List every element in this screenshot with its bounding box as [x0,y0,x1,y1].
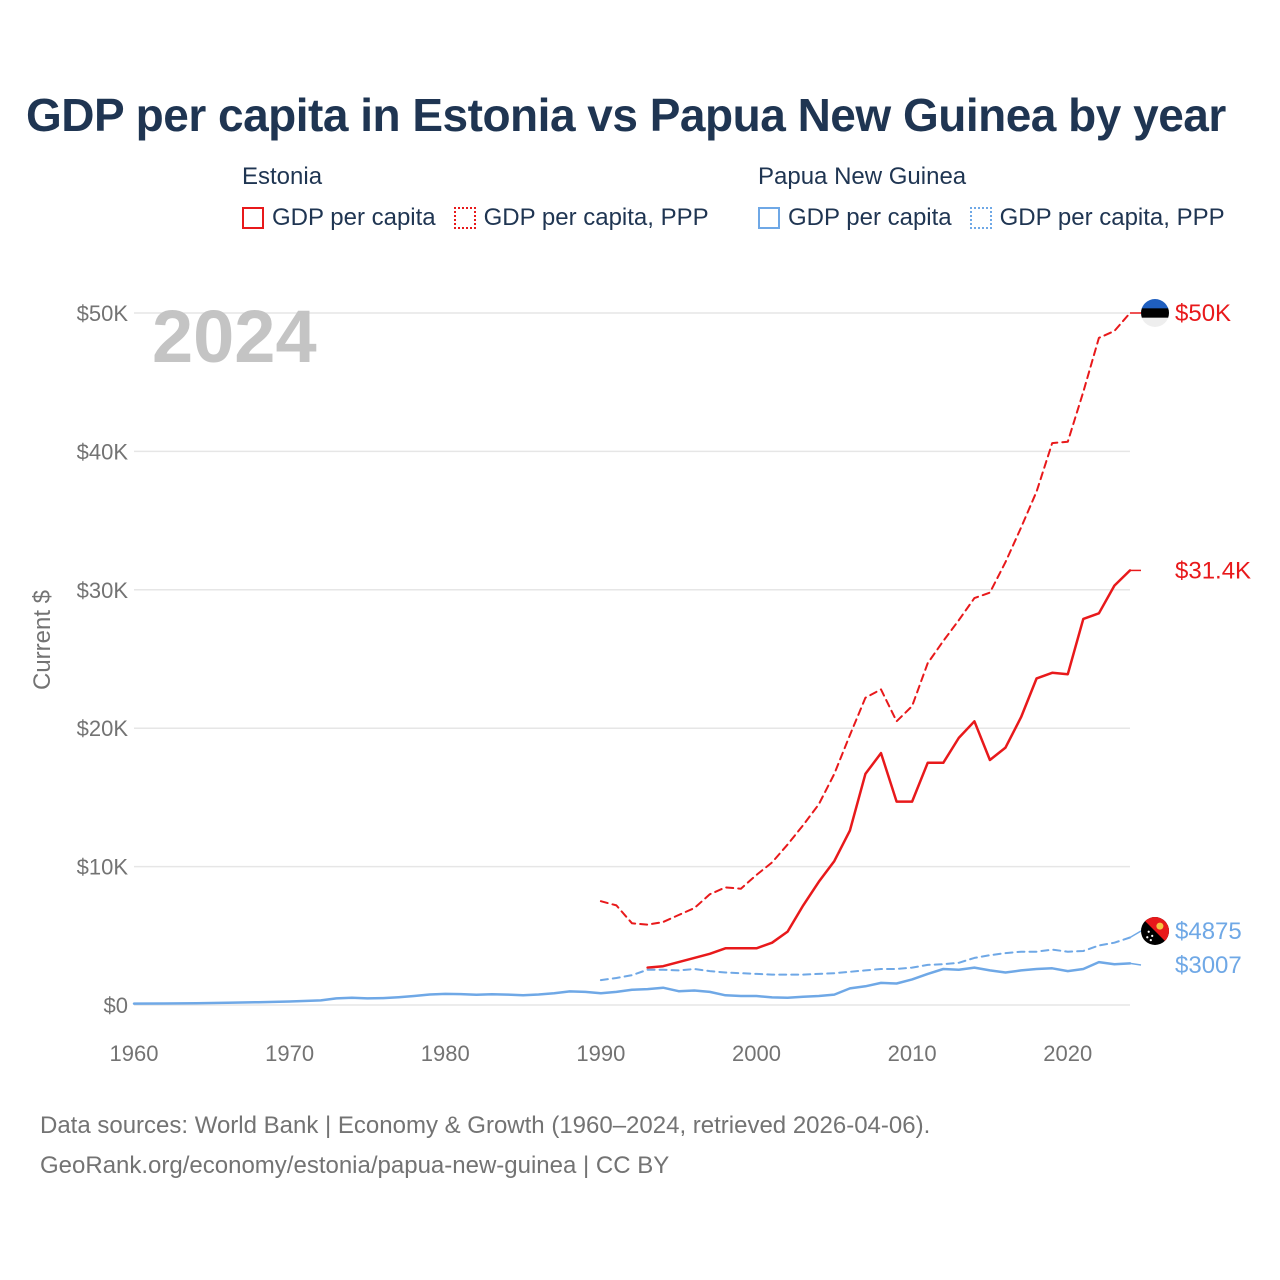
legend-estonia-title: Estonia [242,163,323,190]
legend-png: Papua New Guinea GDP per capita GDP per … [758,162,1225,232]
legend-swatch-png-gdp [758,207,780,229]
legend-estonia: Estonia GDP per capita GDP per capita, P… [242,162,709,232]
legend-estonia-gdp[interactable]: GDP per capita [242,204,436,232]
x-tick-label: 1980 [421,1041,470,1066]
x-tick-label: 1970 [265,1041,314,1066]
series-end-label: $4875 [1175,918,1242,945]
x-tick-label: 2020 [1043,1041,1092,1066]
x-tick-label: 1990 [576,1041,625,1066]
y-tick-label: $10K [77,855,129,880]
papua-new-guinea-flag-icon [1141,917,1169,945]
legend-png-gdp-ppp[interactable]: GDP per capita, PPP [969,204,1225,232]
y-tick-label: $20K [77,716,129,741]
estonia-flag-icon [1141,556,1169,584]
y-tick-label: $50K [77,301,129,326]
legend-swatch-estonia-gdp-ppp [453,207,476,229]
series-line-2 [599,936,1131,982]
y-axis-label: Current $ [29,590,56,690]
y-tick-label: $30K [77,578,129,603]
footer-link[interactable]: GeoRank.org/economy/estonia/papua-new-gu… [40,1152,670,1179]
legend-label: GDP per capita, PPP [999,204,1225,231]
legend-swatch-png-gdp-ppp [969,207,992,229]
x-tick-label: 2000 [732,1041,781,1066]
legend-swatch-estonia-gdp [242,207,264,229]
footer-sources: Data sources: World Bank | Economy & Gro… [40,1112,931,1139]
year-watermark: 2024 [152,295,317,378]
x-tick-label: 2010 [888,1041,937,1066]
legend-label: GDP per capita [788,204,952,231]
series-end-label: $3007 [1175,952,1242,979]
series-line-0 [599,312,1131,926]
y-tick-label: $0 [104,993,128,1018]
chart-title: GDP per capita in Estonia vs Papua New G… [26,89,1226,141]
series-line-1 [646,569,1132,969]
series-end-label: $50K [1175,300,1231,327]
legend-label: GDP per capita, PPP [483,204,709,231]
legend-estonia-gdp-ppp[interactable]: GDP per capita, PPP [453,204,709,232]
y-tick-label: $40K [77,439,129,464]
label-connector [1129,962,1142,966]
legend-png-gdp[interactable]: GDP per capita [758,204,952,232]
series-line-3 [132,960,1132,1005]
legend-label: GDP per capita [272,204,436,231]
footer: Data sources: World Bank | Economy & Gro… [40,1106,930,1186]
papua-new-guinea-flag-icon [1141,951,1169,979]
series-end-label: $31.4K [1175,557,1251,584]
estonia-flag-icon [1141,299,1169,327]
legend-png-title: Papua New Guinea [758,163,967,190]
label-connector [1129,930,1142,939]
x-tick-label: 1960 [110,1041,159,1066]
